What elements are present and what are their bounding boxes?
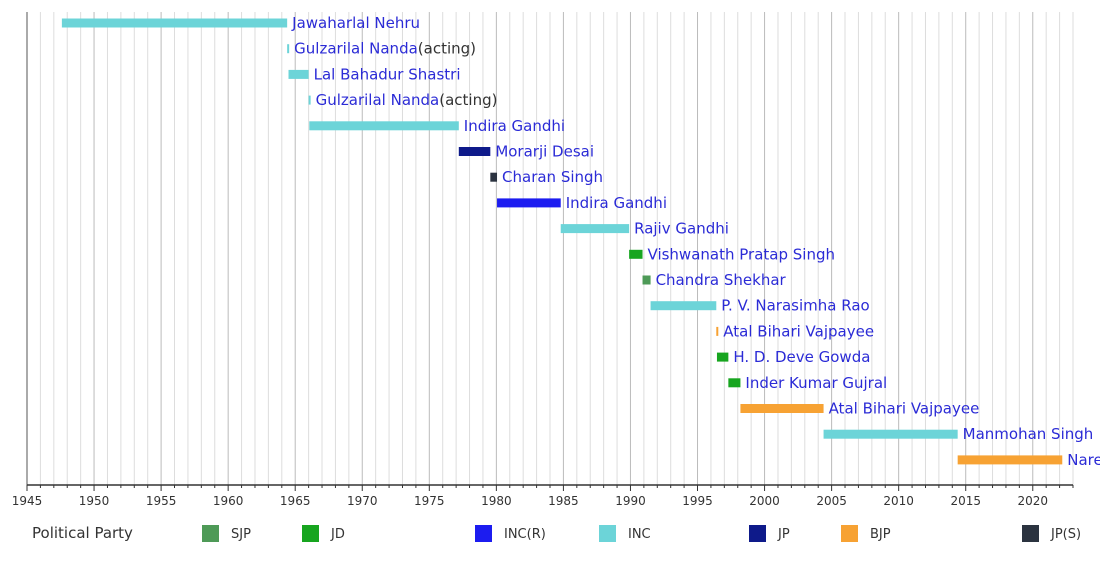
legend-label: JP(S) [1050, 527, 1081, 542]
term-bar [308, 95, 311, 105]
x-tick-label: 2000 [749, 494, 780, 508]
pm-name: Atal Bihari Vajpayee [829, 400, 980, 418]
term-label: Jawaharlal Nehru [291, 14, 420, 32]
term-bar [560, 224, 630, 234]
term-bar [823, 429, 958, 439]
term-label: Atal Bihari Vajpayee [723, 322, 874, 340]
legend: Political Party SJP JD INC(R) INC JP BJP JP(S) [32, 524, 1081, 542]
x-tick-label: 1970 [347, 494, 378, 508]
term-label: Inder Kumar Gujral [745, 374, 887, 392]
x-tick-label: 2020 [1017, 494, 1048, 508]
term-label: Chandra Shekhar [656, 271, 787, 289]
term-label: Indira Gandhi [464, 117, 565, 135]
legend-label: INC [628, 527, 651, 542]
grid-lines [39, 12, 1074, 485]
x-tick-label: 2010 [883, 494, 914, 508]
term-bar [287, 44, 290, 54]
term-bar [629, 249, 643, 259]
x-tick-label: 1965 [280, 494, 311, 508]
legend-label: JP [777, 527, 790, 542]
pm-name: Indira Gandhi [566, 194, 667, 212]
term-label: Charan Singh [502, 168, 603, 186]
legend-swatch [1022, 525, 1039, 542]
pm-name: Narendra Modi [1067, 451, 1100, 469]
term-label: Narendra Modi [1067, 451, 1100, 469]
term-label: P. V. Narasimha Rao [721, 297, 869, 315]
pm-name: Vishwanath Pratap Singh [648, 245, 835, 263]
legend-swatch [841, 525, 858, 542]
term-label: Morarji Desai [495, 143, 594, 161]
pm-name: Morarji Desai [495, 143, 594, 161]
x-tick-label: 1985 [548, 494, 579, 508]
term-label: Vishwanath Pratap Singh [648, 245, 835, 263]
x-tick-label: 1975 [414, 494, 445, 508]
legend-title: Political Party [32, 524, 133, 542]
term-label: Manmohan Singh [963, 425, 1094, 443]
legend-label: BJP [870, 527, 891, 542]
term-label: Atal Bihari Vajpayee [829, 400, 980, 418]
pm-name: Lal Bahadur Shastri [314, 65, 461, 83]
legend-label: JD [330, 527, 345, 542]
legend-swatch [599, 525, 616, 542]
pm-name: P. V. Narasimha Rao [721, 297, 869, 315]
term-bar [650, 301, 717, 311]
term-bar [61, 18, 288, 28]
term-bar [716, 352, 729, 362]
pm-name: Inder Kumar Gujral [745, 374, 887, 392]
term-label: Indira Gandhi [566, 194, 667, 212]
x-tick-label: 1980 [481, 494, 512, 508]
term-bar [309, 121, 459, 131]
pm-name: Charan Singh [502, 168, 603, 186]
term-bar [490, 172, 498, 182]
pm-name: Atal Bihari Vajpayee [723, 322, 874, 340]
pm-name: Indira Gandhi [464, 117, 565, 135]
legend-label: INC(R) [504, 527, 546, 542]
x-tick-label: 1995 [682, 494, 713, 508]
pm-name: Chandra Shekhar [656, 271, 787, 289]
term-bar [716, 326, 719, 336]
legend-label: SJP [231, 527, 251, 542]
x-tick-label: 1960 [213, 494, 244, 508]
x-tick-label: 1945 [12, 494, 43, 508]
term-label: Gulzarilal Nanda(acting) [294, 40, 476, 58]
term-label: Lal Bahadur Shastri [314, 65, 461, 83]
x-axis: 1945 1950 1955 1960 1965 1970 1975 1980 1985 1990… [12, 12, 1074, 508]
legend-swatch [475, 525, 492, 542]
term-label: Gulzarilal Nanda(acting) [316, 91, 498, 109]
x-tick-label: 2015 [950, 494, 981, 508]
legend-swatch [749, 525, 766, 542]
pm-name: Rajiv Gandhi [634, 220, 729, 238]
term-bar [288, 69, 309, 79]
x-tick-label: 1950 [79, 494, 110, 508]
term-bar [728, 378, 741, 388]
pm-note: (acting) [418, 40, 476, 58]
term-bar [642, 275, 651, 285]
pm-name: H. D. Deve Gowda [733, 348, 870, 366]
x-tick-label: 2005 [816, 494, 847, 508]
term-bars [61, 18, 1063, 465]
pm-note: (acting) [439, 91, 497, 109]
legend-swatch [302, 525, 319, 542]
x-tick-label: 1990 [615, 494, 646, 508]
term-label: H. D. Deve Gowda [733, 348, 870, 366]
term-bar [957, 455, 1063, 465]
x-tick-label: 1955 [146, 494, 177, 508]
term-label: Rajiv Gandhi [634, 220, 729, 238]
legend-swatch [202, 525, 219, 542]
pm-name: Gulzarilal Nanda [294, 40, 418, 58]
pm-name: Jawaharlal Nehru [291, 14, 420, 32]
pm-name: Manmohan Singh [963, 425, 1094, 443]
term-bar [497, 198, 561, 208]
pm-name: Gulzarilal Nanda [316, 91, 440, 109]
term-bar [458, 147, 491, 156]
term-bar [740, 404, 824, 413]
